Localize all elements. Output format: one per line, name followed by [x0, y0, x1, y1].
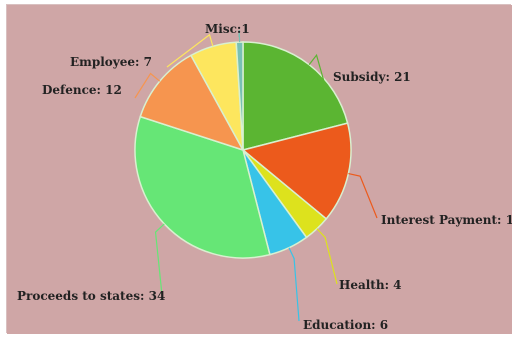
pie-slice-defence: [139, 54, 245, 152]
leader-line-subsidy: [308, 53, 326, 86]
slice-label-employee: Employee: 7: [70, 55, 152, 69]
slice-label-subsidy: Subsidy: 21: [333, 70, 411, 84]
slice-label-education: Education: 6: [303, 318, 388, 332]
slice-label-health: Health: 4: [339, 278, 402, 292]
leader-line-employee: [166, 33, 214, 68]
leader-line-proceeds-to-states: [154, 223, 165, 296]
leader-line-misc: [238, 30, 241, 43]
pie-slice-proceeds-to-states: [134, 115, 271, 259]
leader-line-health: [316, 228, 338, 285]
pie-slice-misc: [235, 41, 244, 151]
slice-label-interest-payment: Interest Payment: 15: [381, 213, 512, 227]
slice-label-misc: Misc:1: [205, 22, 250, 36]
slice-label-defence: Defence: 12: [42, 83, 122, 97]
pie-chart: Subsidy: 21 Interest Payment: 15 Health: 4…: [7, 5, 512, 334]
leader-line-interest-payment: [348, 172, 378, 219]
pie-slice-interest-payment: [241, 122, 352, 220]
chart-frame: Subsidy: 21 Interest Payment: 15 Health: 4…: [6, 4, 512, 334]
slice-label-proceeds-to-states: Proceeds to states: 34: [17, 289, 165, 303]
leader-line-education: [288, 247, 300, 322]
pie-slice-subsidy: [242, 41, 349, 151]
leader-line-defence: [134, 72, 161, 99]
